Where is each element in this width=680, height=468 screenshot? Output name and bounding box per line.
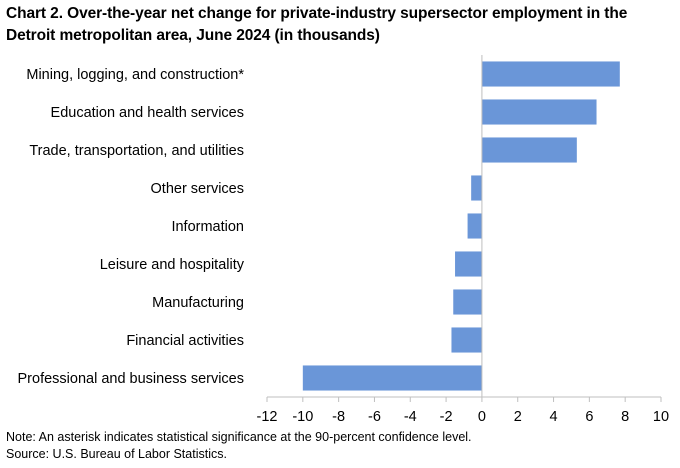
- footnote: Note: An asterisk indicates statistical …: [6, 430, 472, 444]
- bar-group: [302, 61, 620, 391]
- category-label: Information: [171, 219, 244, 235]
- bar: [302, 365, 482, 391]
- x-tick-label: 4: [550, 409, 558, 425]
- x-tick-label: 6: [585, 409, 593, 425]
- bar: [451, 327, 482, 353]
- category-label: Mining, logging, and construction*: [26, 67, 244, 83]
- bar: [481, 137, 577, 163]
- bar: [455, 251, 482, 277]
- bar: [467, 213, 482, 239]
- x-tick-label: -10: [292, 409, 313, 425]
- x-axis: -12 -10 -8 -6 -4 -2 0 2 4 6 8 10: [257, 55, 669, 425]
- x-tick-label: -12: [257, 409, 278, 425]
- bar: [471, 175, 482, 201]
- bar: [481, 99, 597, 125]
- x-tick-label: -4: [404, 409, 417, 425]
- x-tick-label: 10: [653, 409, 669, 425]
- x-tick-label: -6: [368, 409, 381, 425]
- x-tick-label: -8: [332, 409, 345, 425]
- category-label: Professional and business services: [18, 371, 244, 387]
- category-label: Financial activities: [126, 333, 244, 349]
- bar: [453, 289, 482, 315]
- source-note: Source: U.S. Bureau of Labor Statistics.: [6, 447, 227, 461]
- category-label: Other services: [151, 181, 244, 197]
- category-label: Education and health services: [51, 105, 244, 121]
- category-label: Leisure and hospitality: [100, 257, 245, 273]
- x-tick-label: 8: [621, 409, 629, 425]
- x-tick-label: 2: [514, 409, 522, 425]
- category-labels: Mining, logging, and construction* Educat…: [18, 67, 245, 387]
- category-label: Trade, transportation, and utilities: [29, 143, 244, 159]
- x-tick-label: 0: [478, 409, 486, 425]
- chart-title: Chart 2. Over-the-year net change for pr…: [6, 5, 628, 44]
- category-label: Manufacturing: [152, 295, 244, 311]
- bar: [481, 61, 620, 87]
- x-tick-label: -2: [440, 409, 453, 425]
